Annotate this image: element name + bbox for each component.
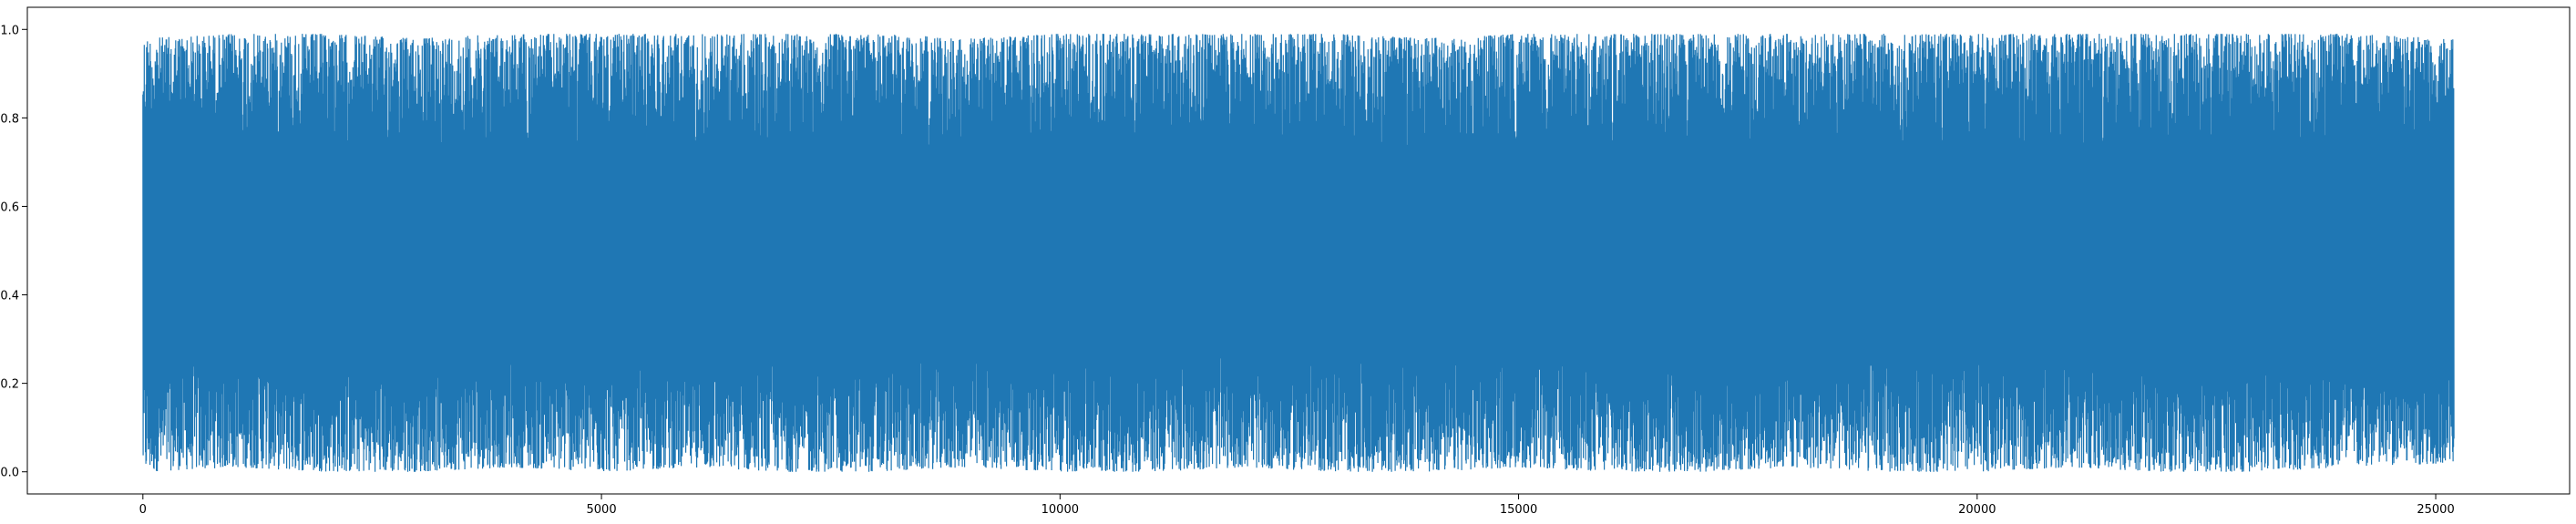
y-tick-label: 1.0 [0,24,19,37]
x-tick-label: 10000 [1042,503,1079,517]
x-tick-label: 5000 [587,503,617,517]
y-axis: 0.0 0.2 0.4 0.6 0.8 1.0 [0,24,27,480]
x-tick-label: 20000 [1958,503,1996,517]
x-tick-label: 15000 [1500,503,1537,517]
y-tick-label: 0.8 [0,112,19,126]
x-tick-label: 25000 [2417,503,2454,517]
y-tick-label: 0.0 [0,467,19,480]
plot-area [142,34,2455,472]
series-line [142,34,2455,472]
x-axis: 0 5000 10000 15000 20000 25000 [139,494,2455,517]
x-tick-label: 0 [139,503,147,517]
y-tick-label: 0.6 [0,200,19,214]
y-tick-label: 0.2 [0,378,19,392]
y-tick-label: 0.4 [0,290,19,303]
axes-frame [26,6,2571,495]
